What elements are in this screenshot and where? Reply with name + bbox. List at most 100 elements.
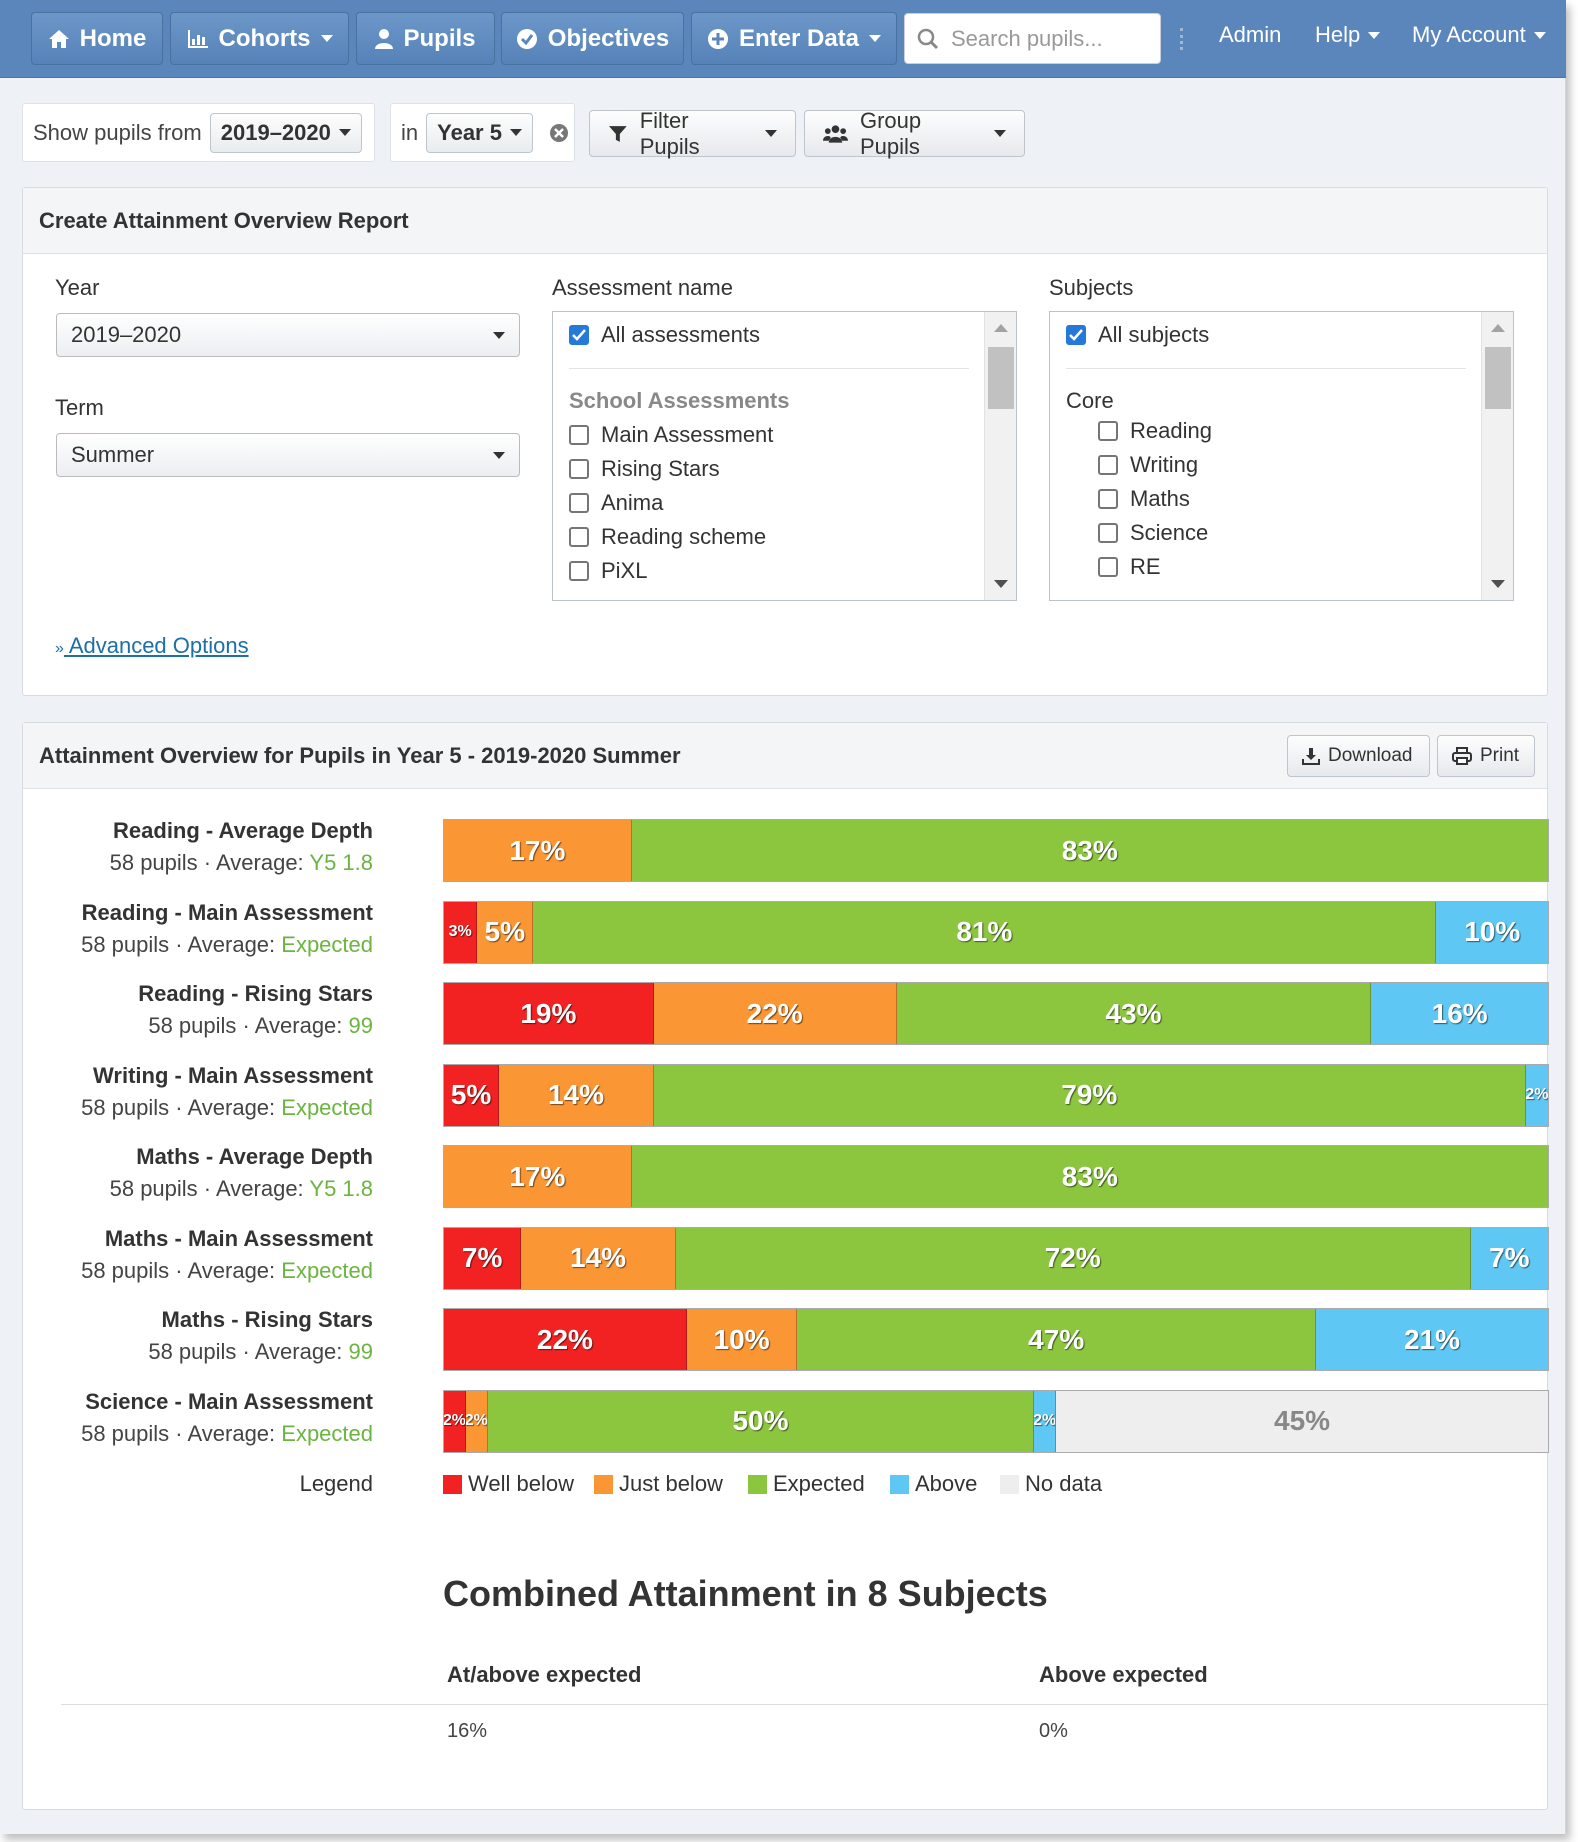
- bar-segment-expected[interactable]: 43%: [896, 983, 1372, 1044]
- bar-segment-just-below[interactable]: 14%: [521, 1227, 676, 1289]
- subject-option[interactable]: Maths: [1098, 486, 1190, 512]
- chart-row-label: Reading - Rising Stars 58 pupils · Averag…: [13, 978, 373, 1042]
- group-select-button[interactable]: Year 5: [426, 112, 533, 153]
- bar-segment-well-below[interactable]: 22%: [444, 1309, 687, 1370]
- bar-segment-well-below[interactable]: 3%: [444, 901, 478, 963]
- stacked-bar[interactable]: 22% 10% 47% 21%: [443, 1308, 1549, 1371]
- checkbox[interactable]: [1098, 523, 1118, 543]
- subjects-scrollbar[interactable]: [1481, 312, 1513, 600]
- checkbox[interactable]: [569, 527, 589, 547]
- stacked-bar[interactable]: 17% 83%: [443, 819, 1549, 882]
- bar-segment-expected[interactable]: 50%: [487, 1390, 1035, 1452]
- scroll-thumb[interactable]: [988, 347, 1014, 409]
- bar-segment-just-below[interactable]: 10%: [686, 1309, 798, 1370]
- subject-option[interactable]: RE: [1098, 554, 1161, 580]
- assessment-scrollbar[interactable]: [984, 312, 1016, 600]
- legend-swatch: [443, 1474, 462, 1494]
- bar-segment-expected[interactable]: 83%: [631, 820, 1548, 881]
- stacked-bar[interactable]: 7% 14% 72% 7%: [443, 1226, 1549, 1290]
- scroll-up-icon[interactable]: [994, 324, 1008, 332]
- stacked-bar[interactable]: 3% 5% 81% 10%: [443, 900, 1549, 964]
- year-dropdown[interactable]: 2019–2020: [56, 313, 520, 357]
- checkbox[interactable]: [569, 493, 589, 513]
- nav-home-button[interactable]: Home: [31, 12, 163, 65]
- bar-segment-expected[interactable]: 83%: [631, 1146, 1548, 1207]
- advanced-options-link[interactable]: » Advanced Options: [55, 633, 249, 659]
- bar-segment-no-data[interactable]: 45%: [1056, 1390, 1548, 1452]
- nav-enter-data-button[interactable]: Enter Data: [691, 12, 897, 65]
- bar-segment-well-below[interactable]: 7%: [444, 1227, 522, 1289]
- subject-option[interactable]: Reading: [1098, 418, 1212, 444]
- scroll-down-icon[interactable]: [1491, 580, 1505, 588]
- subject-option[interactable]: Writing: [1098, 452, 1198, 478]
- scroll-thumb[interactable]: [1485, 347, 1511, 409]
- bar-segment-just-below[interactable]: 22%: [653, 983, 897, 1044]
- download-button[interactable]: Download: [1287, 735, 1430, 777]
- nav-objectives-button[interactable]: Objectives: [501, 12, 684, 65]
- nav-cohorts-button[interactable]: Cohorts: [170, 12, 349, 65]
- bar-segment-expected[interactable]: 81%: [533, 901, 1437, 963]
- chevron-down-icon: [509, 129, 522, 136]
- bar-segment-above[interactable]: 2%: [1034, 1390, 1057, 1452]
- bar-segment-just-below[interactable]: 17%: [444, 820, 632, 881]
- all-assessments-option[interactable]: All assessments: [569, 322, 760, 348]
- year-select-button[interactable]: 2019–2020: [209, 112, 362, 153]
- assessment-option[interactable]: Main Assessment: [569, 422, 773, 448]
- checkbox-checked[interactable]: [569, 325, 589, 345]
- bar-segment-expected[interactable]: 47%: [797, 1309, 1317, 1370]
- checkbox[interactable]: [569, 459, 589, 479]
- filter-pupils-button[interactable]: Filter Pupils: [589, 108, 796, 159]
- stacked-bar[interactable]: 17% 83%: [443, 1145, 1549, 1208]
- search-input[interactable]: [904, 13, 1161, 64]
- stacked-bar[interactable]: 19% 22% 43% 16%: [443, 982, 1549, 1045]
- term-dropdown[interactable]: Summer: [56, 433, 520, 477]
- bar-segment-above[interactable]: 7%: [1470, 1227, 1548, 1289]
- bar-segment-above[interactable]: 10%: [1436, 901, 1548, 963]
- bar-segment-expected[interactable]: 79%: [653, 1064, 1526, 1126]
- nav-pupils-button[interactable]: Pupils: [356, 12, 495, 65]
- chart-row-label: Maths - Rising Stars 58 pupils · Average:…: [13, 1304, 373, 1368]
- group-pupils-button[interactable]: Group Pupils: [804, 108, 1025, 159]
- assessment-option[interactable]: Reading scheme: [569, 524, 766, 550]
- subject-option[interactable]: Science: [1098, 520, 1208, 546]
- nav-admin-link[interactable]: Admin: [1219, 22, 1281, 48]
- checkbox[interactable]: [1098, 489, 1118, 509]
- assessment-option[interactable]: Anima: [569, 490, 663, 516]
- clear-icon[interactable]: [549, 123, 569, 143]
- bar-segment-just-below[interactable]: 2%: [465, 1390, 488, 1452]
- checkbox[interactable]: [1098, 421, 1118, 441]
- bar-segment-just-below[interactable]: 17%: [444, 1146, 632, 1207]
- search-field[interactable]: [949, 24, 1149, 53]
- nav-my-account-link[interactable]: My Account: [1412, 22, 1546, 48]
- bar-segment-well-below[interactable]: 2%: [444, 1390, 466, 1452]
- bar-segment-just-below[interactable]: 5%: [477, 901, 534, 963]
- subjects-listbox[interactable]: All subjects Core Reading Writing Maths …: [1049, 311, 1514, 601]
- overview-title: Attainment Overview for Pupils in Year 5…: [39, 742, 681, 768]
- nav-help-link[interactable]: Help: [1315, 22, 1381, 48]
- assessment-option[interactable]: PiXL: [569, 558, 647, 584]
- stacked-bar[interactable]: 2% 2% 50% 2% 45%: [443, 1389, 1549, 1453]
- print-button[interactable]: Print: [1437, 735, 1535, 777]
- checkbox[interactable]: [569, 561, 589, 581]
- legend-item: No data: [1000, 1471, 1102, 1497]
- assessment-option[interactable]: Rising Stars: [569, 456, 720, 482]
- scroll-down-icon[interactable]: [994, 580, 1008, 588]
- bar-segment-just-below[interactable]: 14%: [499, 1064, 654, 1126]
- bar-segment-expected[interactable]: 72%: [675, 1227, 1471, 1289]
- bar-segment-above[interactable]: 2%: [1525, 1064, 1548, 1126]
- all-subjects-option[interactable]: All subjects: [1066, 322, 1209, 348]
- checkbox[interactable]: [1098, 557, 1118, 577]
- bar-segment-above[interactable]: 16%: [1371, 983, 1548, 1044]
- bar-segment-well-below[interactable]: 5%: [444, 1064, 500, 1126]
- checkbox[interactable]: [569, 425, 589, 445]
- bar-segment-above[interactable]: 21%: [1316, 1309, 1548, 1370]
- assessment-field-label: Assessment name: [552, 275, 733, 300]
- scroll-up-icon[interactable]: [1491, 324, 1505, 332]
- checkbox[interactable]: [1098, 455, 1118, 475]
- assessment-listbox[interactable]: All assessments School Assessments Main …: [552, 311, 1017, 601]
- bar-segment-well-below[interactable]: 19%: [444, 983, 654, 1044]
- checkbox-checked[interactable]: [1066, 325, 1086, 345]
- stacked-bar[interactable]: 5% 14% 79% 2%: [443, 1063, 1549, 1127]
- chart-row-label: Reading - Main Assessment 58 pupils · Ave…: [13, 897, 373, 961]
- row-average-label: pupils · Average:: [105, 1094, 282, 1120]
